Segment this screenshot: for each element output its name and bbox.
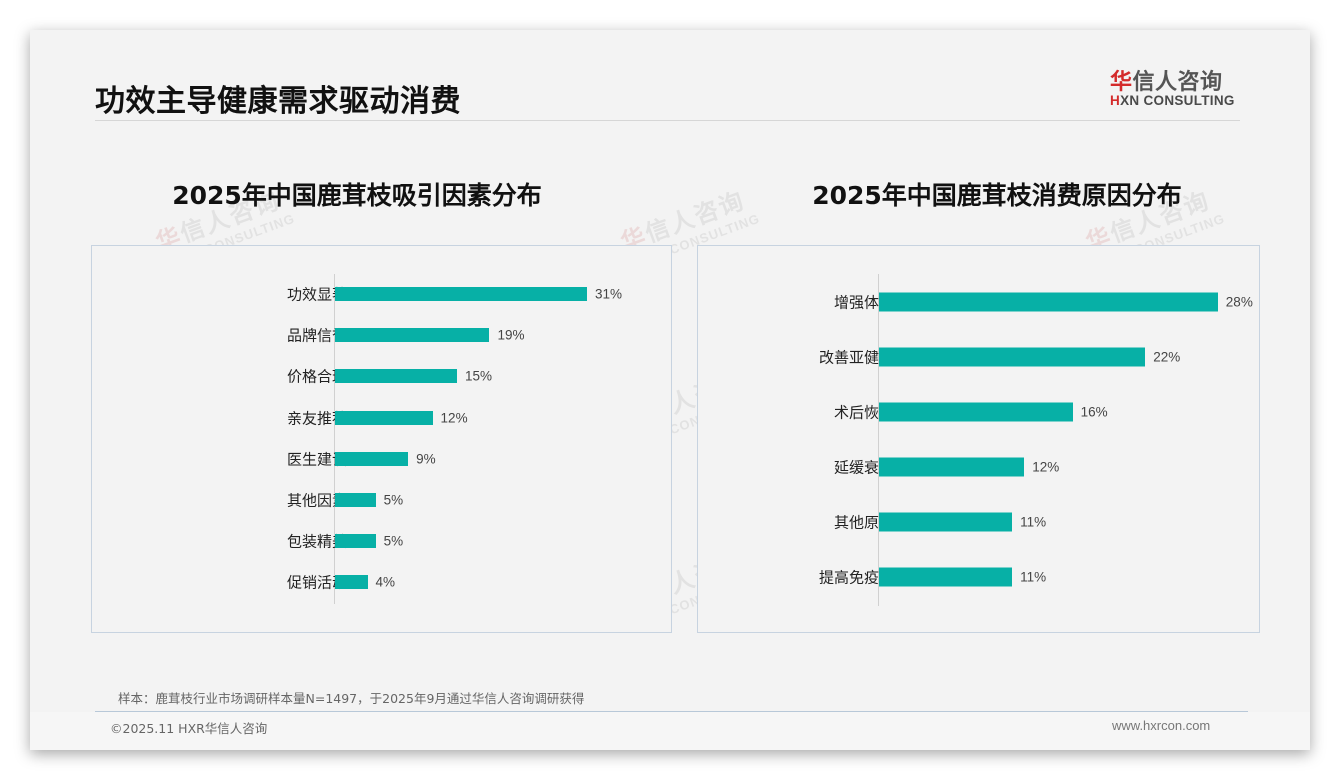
chart-panel-consumption-reasons: 增强体质 28% 改善亚健康 22% 术后恢复 16% 延缓衰老 12% 其他原因 11% 提高免疫… xyxy=(697,245,1260,633)
data-bar xyxy=(879,567,1013,587)
category-label: 亲友推荐 xyxy=(286,409,347,428)
category-label: 提高免疫力 xyxy=(818,568,894,587)
logo-cn-text: 华信人咨询 xyxy=(1110,70,1223,95)
company-logo: 华信人咨询 HXN CONSULTING xyxy=(1110,64,1242,112)
website-link[interactable]: www.hxrcon.com xyxy=(1112,718,1211,733)
category-label: 价格合理 xyxy=(286,367,347,386)
data-value-label: 5% xyxy=(383,533,404,549)
category-label: 增强体质 xyxy=(833,293,894,312)
category-label: 延缓衰老 xyxy=(833,458,894,477)
category-label: 改善亚健康 xyxy=(818,348,894,367)
category-label: 术后恢复 xyxy=(833,403,894,422)
copyright-text: ©2025.11 HXR华信人咨询 xyxy=(110,721,268,736)
footer-bar xyxy=(30,712,1310,750)
data-value-label: 15% xyxy=(464,368,492,384)
data-value-label: 9% xyxy=(416,451,436,467)
data-bar xyxy=(335,534,376,549)
chart-panel-attraction-factors: 功效显著 31% 品牌信誉 19% 价格合理 15% 亲友推荐 12% 医生建议 9% 其他因素 5%… xyxy=(91,245,672,633)
data-value-label: 19% xyxy=(497,327,525,343)
data-bar xyxy=(879,402,1073,422)
category-label: 功效显著 xyxy=(286,285,347,304)
data-bar xyxy=(335,328,490,343)
data-bar xyxy=(335,575,368,590)
category-label: 品牌信誉 xyxy=(286,326,347,345)
header-divider xyxy=(95,120,1240,121)
data-value-label: 28% xyxy=(1225,294,1253,310)
category-axis-line xyxy=(878,274,879,606)
logo-en-text: HXN CONSULTING xyxy=(1110,93,1235,108)
data-bar xyxy=(335,410,433,425)
data-value-label: 12% xyxy=(1032,459,1060,475)
data-value-label: 11% xyxy=(1020,514,1047,530)
data-bar xyxy=(335,451,409,466)
chart-title-attraction-factors: 2025年中国鹿茸枝吸引因素分布 xyxy=(172,181,542,210)
category-label: 医生建议 xyxy=(286,450,347,469)
data-bar xyxy=(879,457,1025,477)
page-title: 功效主导健康需求驱动消费 xyxy=(95,84,461,119)
data-value-label: 16% xyxy=(1080,404,1108,420)
data-value-label: 31% xyxy=(595,286,623,302)
data-value-label: 4% xyxy=(375,574,396,590)
category-label: 促销活动 xyxy=(286,573,347,592)
data-value-label: 11% xyxy=(1020,569,1047,585)
data-value-label: 12% xyxy=(440,410,468,426)
chart-title-consumption-reasons: 2025年中国鹿茸枝消费原因分布 xyxy=(812,181,1182,210)
data-value-label: 22% xyxy=(1153,349,1181,365)
footer-divider xyxy=(95,711,1248,712)
data-bar xyxy=(879,512,1013,532)
category-label: 其他因素 xyxy=(286,491,347,510)
data-bar xyxy=(335,369,457,384)
category-label: 包装精美 xyxy=(286,532,347,551)
slide: 华信人咨询 HXN CONSULTING 华信人咨询 HXN CONSULTING 华信… xyxy=(30,30,1310,750)
category-label: 其他原因 xyxy=(833,513,894,532)
category-axis-line xyxy=(334,274,335,604)
sample-note: 样本：鹿茸枝行业市场调研样本量N=1497，于2025年9月通过华信人咨询调研获… xyxy=(118,691,585,706)
data-value-label: 5% xyxy=(383,492,404,508)
data-bar xyxy=(879,292,1218,312)
data-bar xyxy=(879,347,1146,367)
data-bar xyxy=(335,287,588,301)
data-bar xyxy=(335,493,376,507)
